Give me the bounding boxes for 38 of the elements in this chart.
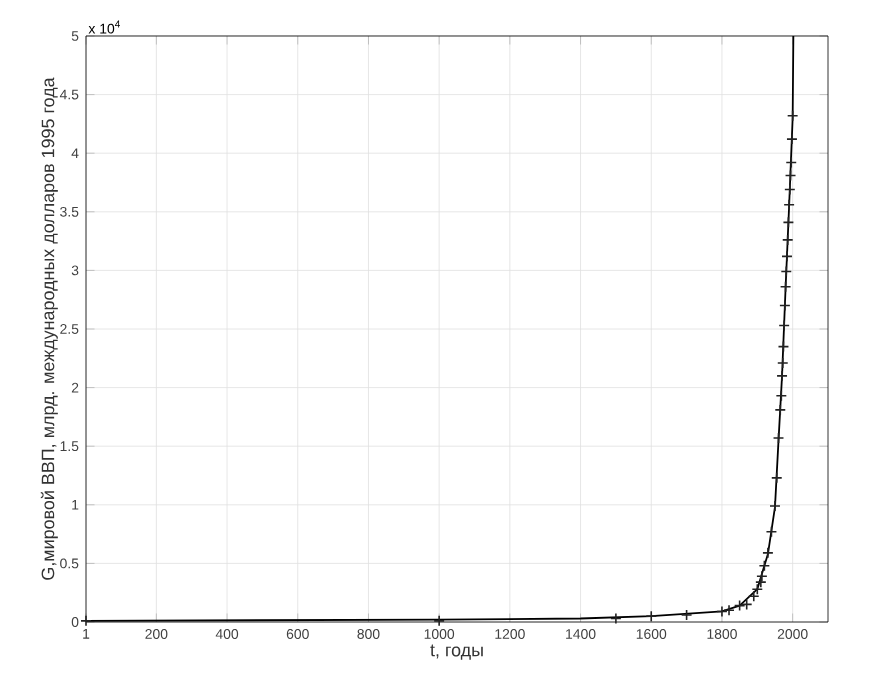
x-axis-title: t, годы [430, 644, 483, 660]
point [80, 615, 92, 627]
point [779, 299, 791, 312]
point [786, 109, 799, 122]
point [765, 525, 778, 538]
point [723, 604, 735, 617]
point [751, 583, 764, 595]
point [769, 500, 781, 512]
point [610, 612, 622, 625]
point [762, 547, 774, 559]
point [782, 216, 795, 229]
point [783, 198, 795, 211]
point [645, 610, 658, 622]
y-axis-title: G,мировой ВВП, млрд. международных долларов 1995 года [40, 77, 58, 580]
point [786, 133, 798, 145]
point [716, 605, 728, 618]
point [733, 599, 746, 612]
point [779, 281, 792, 293]
point [755, 576, 767, 588]
point [778, 319, 790, 332]
point [781, 234, 794, 246]
point [781, 250, 793, 263]
point [770, 472, 783, 484]
point [777, 340, 790, 353]
point [747, 590, 760, 602]
point [784, 169, 797, 182]
point [680, 609, 693, 621]
point [774, 404, 787, 416]
point [775, 390, 788, 402]
point [758, 559, 771, 572]
point [756, 570, 768, 583]
point [784, 183, 796, 196]
point [433, 615, 445, 627]
point [776, 357, 789, 369]
point [772, 432, 785, 444]
point [785, 156, 798, 169]
point [780, 265, 793, 278]
point [776, 370, 788, 382]
